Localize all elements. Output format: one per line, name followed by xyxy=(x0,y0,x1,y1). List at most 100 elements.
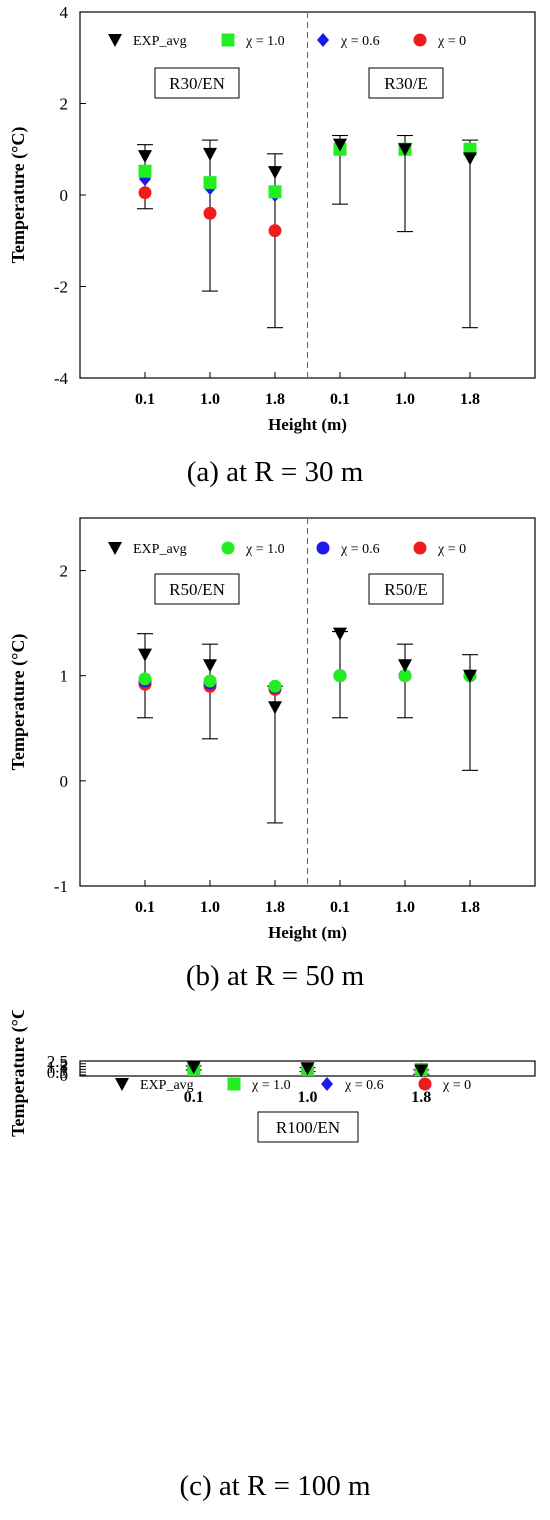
x-tick-label: 0.1 xyxy=(135,391,155,408)
x-tick-label: 0.1 xyxy=(184,1089,204,1106)
series-point-2 xyxy=(333,669,347,683)
x-tick-label: 1.0 xyxy=(395,899,415,916)
group-label-box xyxy=(257,1111,359,1143)
group-label-box xyxy=(368,67,444,99)
x-tick-label: 1.0 xyxy=(200,391,220,408)
y-axis-label: Temperature (°C) xyxy=(8,1010,29,1137)
legend-marker-1 xyxy=(227,1077,241,1091)
exp-point xyxy=(414,1064,429,1078)
legend-marker-2 xyxy=(317,33,329,47)
x-tick-label: 0.1 xyxy=(330,899,350,916)
series-point-0 xyxy=(138,186,152,200)
series-point-2 xyxy=(138,164,152,178)
series-point-2 xyxy=(203,176,217,190)
series-point-2 xyxy=(398,669,412,683)
legend-label-2: χ = 0.6 xyxy=(340,542,380,557)
y-tick-label: 1 xyxy=(60,1060,69,1079)
group-label: R50/E xyxy=(384,580,427,599)
exp-point xyxy=(203,147,217,161)
legend-marker-2 xyxy=(316,541,330,555)
exp-point xyxy=(398,659,412,673)
legend-label-3: χ = 0 xyxy=(437,34,466,49)
legend-label-3: χ = 0 xyxy=(437,542,466,557)
group-label: R30/EN xyxy=(169,74,225,93)
series-point-2 xyxy=(268,679,282,693)
legend-label-3: χ = 0 xyxy=(442,1078,471,1093)
group-label-box xyxy=(368,573,444,605)
series-point-0 xyxy=(203,206,217,220)
x-tick-label: 1.8 xyxy=(460,899,480,916)
group-label: R30/E xyxy=(384,74,427,93)
y-tick-label: 1.5 xyxy=(47,1058,68,1077)
y-tick-label: -2 xyxy=(54,278,68,297)
group-label-box xyxy=(154,67,240,99)
x-tick-label: 1.0 xyxy=(395,391,415,408)
x-tick-label: 1.8 xyxy=(265,899,285,916)
legend-marker-3 xyxy=(418,1077,432,1091)
chart-a: -4 -2 0 2 4 0.1 1.0 1.8 0.1 1.0 1.8 Height (m) Tempe… xyxy=(8,3,536,434)
exp-point xyxy=(203,659,217,673)
y-tick-label: 2 xyxy=(60,562,69,581)
y-tick-label: -4 xyxy=(54,369,69,388)
x-tick-label: 0.1 xyxy=(330,391,350,408)
y-tick-label: 1 xyxy=(60,667,69,686)
legend-label-1: χ = 1.0 xyxy=(245,542,285,557)
legend-label-0: EXP_avg xyxy=(133,34,187,49)
exp-point xyxy=(138,648,152,662)
y-tick-label: 0 xyxy=(60,1066,69,1085)
y-axis-label: Temperature (°C) xyxy=(8,634,29,771)
legend-label-0: EXP_avg xyxy=(140,1078,194,1093)
legend-marker-3 xyxy=(413,33,427,47)
x-tick-label: 1.0 xyxy=(298,1089,318,1106)
exp-point xyxy=(300,1062,315,1076)
chart-b: -1 0 1 2 0.1 1.0 1.8 0.1 1.0 1.8 Height (m) Tempera… xyxy=(8,517,536,942)
legend-marker-3 xyxy=(413,541,427,555)
legend-label-2: χ = 0.6 xyxy=(344,1078,384,1093)
y-tick-label: 0.5 xyxy=(47,1063,68,1082)
exp-point xyxy=(268,166,282,180)
legend-label-1: χ = 1.0 xyxy=(251,1078,291,1093)
caption-a: (a) at R = 30 m xyxy=(186,456,364,488)
legend-marker-0 xyxy=(108,542,122,555)
y-tick-label: 2.5 xyxy=(47,1052,68,1071)
legend-marker-1 xyxy=(221,541,235,555)
x-tick-label: 1.8 xyxy=(460,391,480,408)
y-tick-label: 4 xyxy=(60,3,69,22)
legend-marker-0 xyxy=(115,1078,129,1091)
legend-marker-1 xyxy=(221,33,235,47)
legend-label-0: EXP_avg xyxy=(133,542,187,557)
caption-c: (c) at R = 100 m xyxy=(179,1470,371,1502)
x-tick-label: 1.8 xyxy=(265,391,285,408)
y-tick-label: 2 xyxy=(60,1055,69,1074)
group-label-box xyxy=(154,573,240,605)
exp-point xyxy=(398,143,412,157)
exp-point xyxy=(333,138,347,152)
panel-b: -1 0 1 2 0.1 1.0 1.8 0.1 1.0 1.8 Height (m) Tempera… xyxy=(0,510,550,1010)
panel-a: -4 -2 0 2 4 0.1 1.0 1.8 0.1 1.0 1.8 Height (m) Tempe… xyxy=(0,0,550,510)
series-point-2 xyxy=(138,672,152,686)
x-tick-label: 1.8 xyxy=(411,1089,431,1106)
legend-marker-0 xyxy=(108,34,122,47)
y-axis-label: Temperature (°C) xyxy=(8,127,29,264)
legend-marker-2 xyxy=(321,1077,333,1091)
y-tick-label: 0 xyxy=(60,772,69,791)
group-label: R100/EN xyxy=(276,1118,340,1137)
x-axis-label: Height (m) xyxy=(268,923,347,942)
exp-point xyxy=(333,627,347,641)
series-point-0 xyxy=(268,224,282,238)
x-tick-label: 0.1 xyxy=(135,899,155,916)
x-tick-label: 1.0 xyxy=(200,899,220,916)
exp-point xyxy=(463,669,477,683)
exp-point xyxy=(186,1061,201,1075)
exp-point xyxy=(268,701,282,715)
x-axis-label: Height (m) xyxy=(268,415,347,434)
series-point-2 xyxy=(203,674,217,688)
legend-label-2: χ = 0.6 xyxy=(340,34,380,49)
y-tick-label: -1 xyxy=(54,877,68,896)
y-tick-label: 2 xyxy=(60,95,69,114)
exp-point xyxy=(138,150,152,164)
y-tick-label: 0 xyxy=(60,186,69,205)
legend-label-1: χ = 1.0 xyxy=(245,34,285,49)
